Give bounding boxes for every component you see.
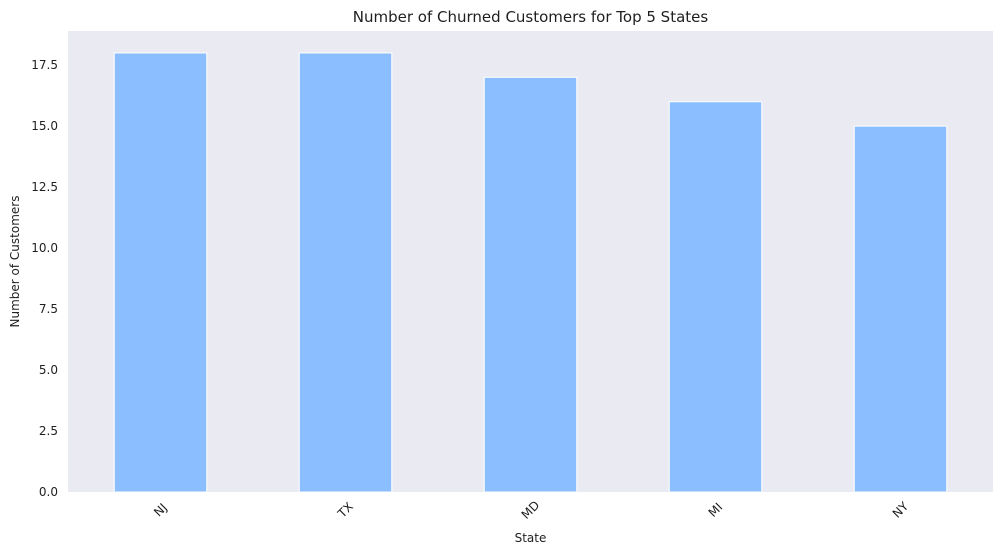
bar-mi bbox=[668, 101, 763, 493]
y-axis-label: Number of Customers bbox=[8, 196, 22, 328]
y-tick-label: 15.0 bbox=[31, 119, 58, 133]
y-tick-label: 10.0 bbox=[31, 241, 58, 255]
y-tick-label: 12.5 bbox=[31, 180, 58, 194]
y-tick-label: 5.0 bbox=[39, 363, 58, 377]
y-axis-ticks: 0.0 2.5 5.0 7.5 10.0 12.5 15.0 17.5 bbox=[31, 58, 58, 499]
x-tick-label-nj: NJ bbox=[151, 501, 170, 520]
chart-title: Number of Churned Customers for Top 5 St… bbox=[353, 8, 709, 26]
bars-group bbox=[113, 52, 948, 493]
x-axis-ticks: NJ TX MD MI NY bbox=[151, 498, 912, 522]
x-tick-label-ny: NY bbox=[890, 499, 912, 521]
x-axis-label: State bbox=[515, 531, 547, 545]
y-tick-label: 7.5 bbox=[39, 302, 58, 316]
bar-tx bbox=[298, 52, 393, 493]
bar-nj bbox=[113, 52, 208, 493]
y-tick-label: 17.5 bbox=[31, 58, 58, 72]
x-tick-label-md: MD bbox=[519, 498, 543, 522]
y-tick-label: 0.0 bbox=[39, 485, 58, 499]
bar-ny bbox=[853, 125, 948, 493]
x-tick-label-tx: TX bbox=[334, 500, 356, 522]
y-tick-label: 2.5 bbox=[39, 424, 58, 438]
x-tick-label-mi: MI bbox=[706, 500, 726, 520]
bar-md bbox=[483, 76, 578, 493]
